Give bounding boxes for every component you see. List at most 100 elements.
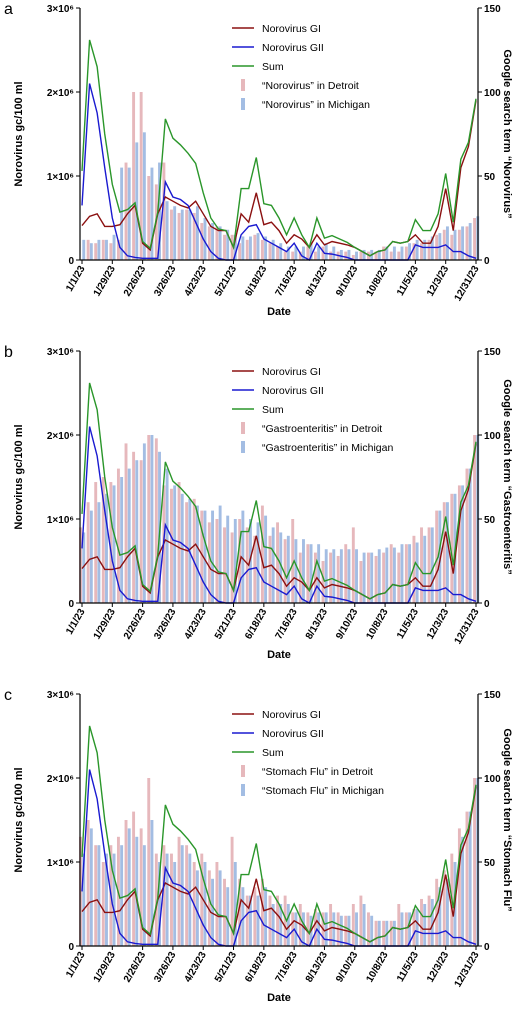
bar bbox=[230, 234, 234, 260]
x-tick-label: 1/29/23 bbox=[92, 264, 118, 299]
bar bbox=[286, 246, 290, 260]
bar bbox=[339, 249, 343, 260]
bar bbox=[286, 904, 290, 946]
bar bbox=[215, 862, 219, 946]
y2-tick-label: 150 bbox=[484, 4, 501, 15]
bar bbox=[279, 243, 283, 260]
y-tick-label: 0 bbox=[68, 256, 74, 267]
bar bbox=[256, 233, 260, 260]
bar bbox=[283, 539, 287, 603]
bar bbox=[427, 527, 431, 603]
bar bbox=[404, 246, 408, 260]
bar bbox=[347, 549, 351, 603]
bar bbox=[185, 502, 189, 603]
bar bbox=[294, 912, 298, 946]
bar bbox=[195, 505, 199, 603]
bar bbox=[170, 488, 173, 603]
bar bbox=[339, 915, 343, 946]
x-tick-label: 10/8/23 bbox=[364, 607, 390, 642]
y2-tick-label: 50 bbox=[484, 172, 496, 183]
bar bbox=[457, 229, 461, 260]
x-tick-label: 3/26/23 bbox=[152, 264, 178, 299]
bar bbox=[158, 862, 161, 946]
bar bbox=[377, 920, 381, 946]
bar bbox=[271, 527, 275, 603]
y2-tick-label: 0 bbox=[484, 942, 490, 953]
bar bbox=[165, 468, 169, 603]
bar bbox=[127, 828, 131, 946]
bar bbox=[355, 251, 358, 260]
x-tick-label: 4/23/23 bbox=[183, 264, 209, 299]
bar bbox=[192, 212, 196, 260]
bar bbox=[279, 532, 283, 603]
x-tick-label: 6/18/23 bbox=[243, 607, 269, 642]
x-tick-label: 8/13/23 bbox=[304, 950, 330, 985]
bar bbox=[170, 209, 173, 260]
bar bbox=[442, 502, 446, 603]
bar bbox=[347, 249, 351, 260]
bar bbox=[302, 246, 305, 260]
bar bbox=[238, 243, 242, 260]
bar bbox=[173, 206, 177, 260]
bar bbox=[120, 477, 124, 603]
bar bbox=[430, 236, 434, 260]
bar bbox=[450, 493, 454, 603]
legend-label: Norovirus GII bbox=[262, 728, 324, 740]
bar bbox=[89, 243, 93, 260]
bar bbox=[370, 915, 374, 946]
bar bbox=[165, 853, 169, 946]
line bbox=[81, 725, 477, 943]
legend-swatch bbox=[241, 784, 245, 796]
x-tick-label: 12/31/23 bbox=[453, 607, 482, 647]
bar bbox=[248, 895, 252, 946]
bar bbox=[377, 249, 381, 260]
x-tick-label: 12/31/23 bbox=[453, 264, 482, 304]
bar bbox=[116, 468, 120, 603]
bar bbox=[211, 223, 215, 260]
y2-tick-label: 100 bbox=[484, 774, 501, 785]
bar bbox=[321, 561, 325, 603]
x-tick-label: 2/26/23 bbox=[122, 607, 148, 642]
bar bbox=[389, 251, 393, 260]
y2-tick-label: 0 bbox=[484, 599, 490, 610]
bar bbox=[306, 246, 310, 260]
bar bbox=[89, 828, 93, 946]
legend-label: “Norovirus” in Detroit bbox=[262, 80, 359, 92]
bar bbox=[150, 435, 154, 603]
bar bbox=[105, 239, 108, 260]
bar bbox=[241, 510, 245, 603]
y-tick-label: 1×10⁶ bbox=[47, 858, 74, 869]
bar bbox=[457, 485, 461, 603]
legend-swatch bbox=[241, 98, 245, 110]
bar bbox=[445, 226, 449, 260]
bar bbox=[150, 167, 154, 260]
bar bbox=[397, 251, 401, 260]
x-tick-label: 5/21/23 bbox=[213, 264, 239, 299]
bar bbox=[218, 870, 222, 946]
x-tick-label: 3/26/23 bbox=[152, 950, 178, 985]
bar bbox=[351, 527, 355, 603]
bar bbox=[412, 535, 416, 603]
x-tick-label: 7/16/23 bbox=[274, 950, 300, 985]
bar bbox=[82, 532, 86, 603]
bar bbox=[408, 544, 412, 603]
x-tick-label: 9/10/23 bbox=[334, 607, 360, 642]
bar bbox=[351, 254, 355, 260]
bar bbox=[120, 845, 124, 946]
line bbox=[81, 769, 477, 947]
bar bbox=[404, 912, 408, 946]
bar bbox=[374, 920, 378, 946]
bar bbox=[445, 878, 449, 946]
bar bbox=[173, 485, 177, 603]
y-tick-label: 2×10⁶ bbox=[47, 774, 74, 785]
bar bbox=[112, 853, 116, 946]
bar bbox=[389, 920, 393, 946]
bar bbox=[271, 239, 275, 260]
bar bbox=[200, 223, 204, 260]
y2-tick-label: 0 bbox=[484, 256, 490, 267]
bar bbox=[248, 236, 252, 260]
x-tick-label: 4/23/23 bbox=[183, 950, 209, 985]
bar bbox=[317, 544, 321, 603]
bar bbox=[385, 246, 389, 260]
bar bbox=[162, 162, 166, 260]
